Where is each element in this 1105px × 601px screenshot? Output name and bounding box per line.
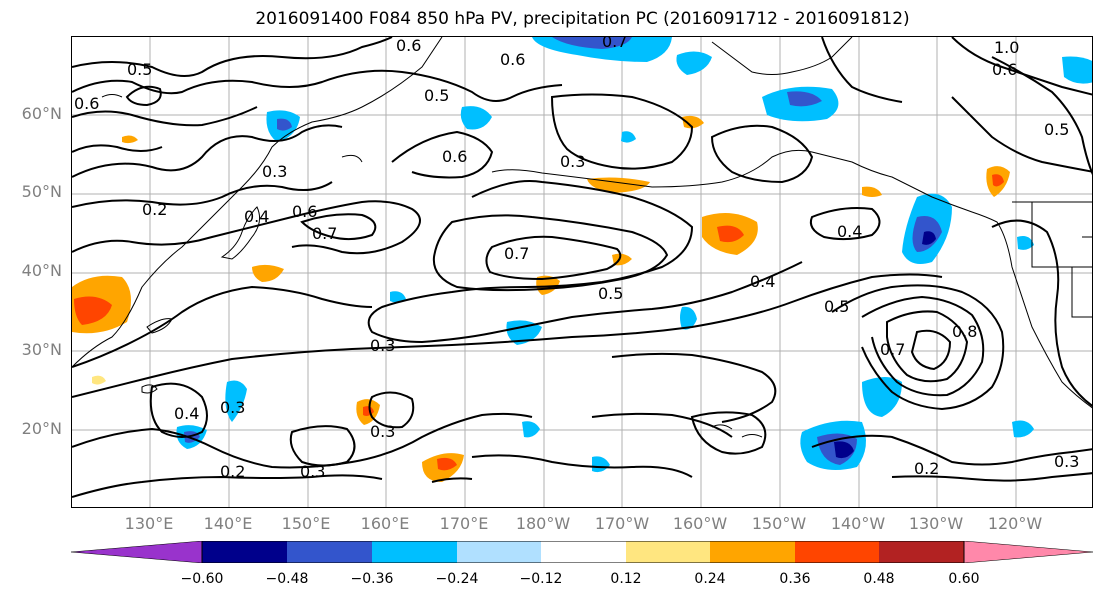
contour-label: 0.7 [880,340,905,359]
lon-label-170w: 170°W [594,514,650,533]
contour-label: 0.6 [500,50,525,69]
contour-label: 0.6 [396,37,421,55]
colorbar-tick: 0.36 [779,571,811,587]
colorbar-tick: −0.48 [265,571,309,587]
colorbar-segment [287,541,372,563]
colorbar-segment [457,541,541,563]
colorbar-segment [795,541,879,563]
contour-label: 0.3 [560,152,585,171]
lat-label-20n: 20°N [21,419,62,438]
coastlines [72,37,1092,438]
colorbar-tick: −0.24 [435,571,479,587]
lon-label-130e: 130°E [124,514,174,533]
colorbar-tick: −0.12 [519,571,563,587]
colorbar-tick: 0.12 [610,571,642,587]
contour-label: 0.7 [504,244,529,263]
map-title: 2016091400 F084 850 hPa PV, precipitatio… [255,9,910,29]
colorbar-segment [879,541,964,563]
contour-label: 0.3 [300,462,325,481]
contour-label: 0.3 [220,398,245,417]
contour-label: 0.8 [952,322,977,341]
colorbar-segment [626,541,710,563]
graticule [72,37,1092,507]
colorbar-under-extension [71,541,203,563]
lat-label-60n: 60°N [21,104,62,123]
contour-label: 0.7 [312,224,337,243]
contour-label: 0.2 [914,459,939,478]
lat-label-50n: 50°N [21,182,62,201]
precip-negative-fill [176,37,1092,473]
lon-label-140e: 140°E [203,514,253,533]
contour-label: 0.6 [74,94,99,113]
colorbar-segment [202,541,287,563]
contour-label: 0.2 [142,200,167,219]
contour-labels: 0.5 0.6 0.6 0.5 0.7 0.6 1.0 0.6 0.5 0.3 … [74,37,1079,481]
pv-contours [72,37,1092,498]
contour-label: 0.6 [442,147,467,166]
contour-label: 0.4 [837,222,862,241]
colorbar-tick: −0.60 [180,571,224,587]
precip-positive-fill [72,115,1010,482]
lat-label-40n: 40°N [21,261,62,280]
contour-label: 0.4 [174,404,199,423]
lon-label-180w: 180°W [515,514,571,533]
contour-label: 0.5 [424,86,449,105]
colorbar-tick: 0.24 [694,571,726,587]
colorbar-over-extension [963,541,1093,563]
contour-label: 0.4 [750,272,775,291]
lon-label-170e: 170°E [439,514,489,533]
colorbar-segment [541,541,626,563]
contour-label: 0.4 [244,207,269,226]
colorbar [71,541,1093,563]
lon-label-160e: 160°E [360,514,410,533]
colorbar-segment [710,541,795,563]
colorbar-tick: 0.60 [948,571,980,587]
lon-label-140w: 140°W [830,514,886,533]
colorbar-tick: −0.36 [350,571,394,587]
colorbar-tick: 0.48 [863,571,895,587]
map-panel: 0.5 0.6 0.6 0.5 0.7 0.6 1.0 0.6 0.5 0.3 … [71,36,1093,508]
contour-label: 0.3 [1054,452,1079,471]
contour-label: 0.5 [1044,120,1069,139]
contour-label: 0.5 [598,284,623,303]
contour-label: 1.0 [994,38,1019,57]
contour-label: 0.3 [262,162,287,181]
lon-label-160w: 160°W [672,514,728,533]
colorbar-segment [372,541,457,563]
contour-label: 0.6 [292,202,317,221]
lat-label-30n: 30°N [21,340,62,359]
map-canvas: 0.5 0.6 0.6 0.5 0.7 0.6 1.0 0.6 0.5 0.3 … [72,37,1092,507]
lon-label-150w: 150°W [751,514,807,533]
lon-label-130w: 130°W [908,514,964,533]
contour-label: 0.3 [370,422,395,441]
lon-label-150e: 150°E [281,514,331,533]
contour-label: 0.6 [992,60,1017,79]
contour-label: 0.7 [602,37,627,51]
contour-label: 0.2 [220,462,245,481]
contour-label: 0.3 [370,336,395,355]
contour-label: 0.5 [127,60,152,79]
lon-label-120w: 120°W [987,514,1043,533]
contour-label: 0.5 [824,297,849,316]
